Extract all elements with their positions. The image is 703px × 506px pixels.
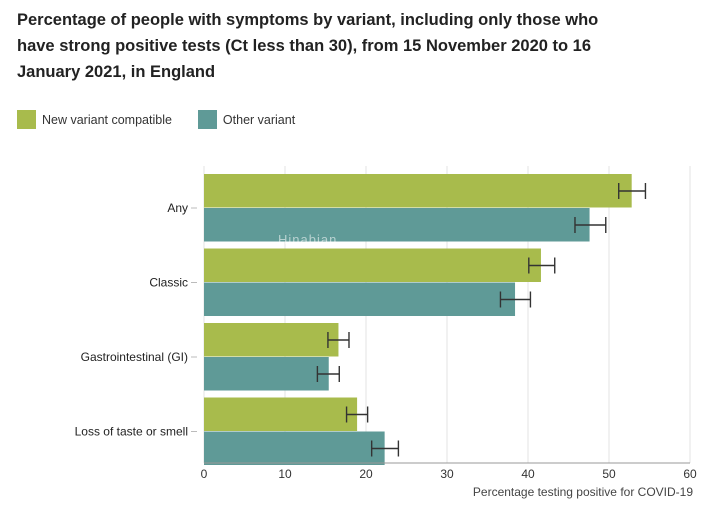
legend-label-other-variant: Other variant: [222, 112, 296, 127]
bar-new-variant-compatible-any: [204, 174, 632, 208]
bar-new-variant-compatible-gastrointestinal-gi: [204, 323, 339, 357]
legend-label-new-variant: New variant compatible: [42, 112, 172, 127]
bar-other-variant-loss-of-taste-or-smell: [204, 431, 385, 465]
x-tick-label-20: 20: [359, 467, 373, 481]
chart-legend: New variant compatible Other variant: [17, 110, 321, 129]
category-label-loss-of-taste-or-smell: Loss of taste or smell: [75, 425, 188, 439]
bar-other-variant-any: [204, 208, 590, 242]
watermark: Hinabian: [278, 232, 338, 247]
x-tick-label-10: 10: [278, 467, 292, 481]
legend-item-new-variant: New variant compatible: [17, 110, 172, 129]
x-tick-label-0: 0: [201, 467, 208, 481]
chart-title: Percentage of people with symptoms by va…: [17, 11, 599, 81]
legend-swatch-other-variant: [197, 110, 217, 129]
category-label-classic: Classic: [149, 276, 188, 290]
legend-item-other-variant: Other variant: [197, 110, 296, 129]
x-tick-label-40: 40: [521, 467, 535, 481]
bar-other-variant-gastrointestinal-gi: [204, 357, 329, 391]
x-tick-label-50: 50: [602, 467, 616, 481]
x-tick-label-30: 30: [440, 467, 454, 481]
category-label-gastrointestinal-gi: Gastrointestinal (GI): [81, 350, 188, 364]
x-tick-label-60: 60: [683, 467, 697, 481]
bar-new-variant-compatible-loss-of-taste-or-smell: [204, 397, 358, 431]
bar-new-variant-compatible-classic: [204, 248, 541, 282]
category-label-any: Any: [167, 201, 188, 215]
legend-swatch-new-variant: [17, 110, 36, 129]
x-axis-title: Percentage testing positive for COVID-19: [473, 485, 693, 499]
bar-other-variant-classic: [204, 282, 516, 316]
